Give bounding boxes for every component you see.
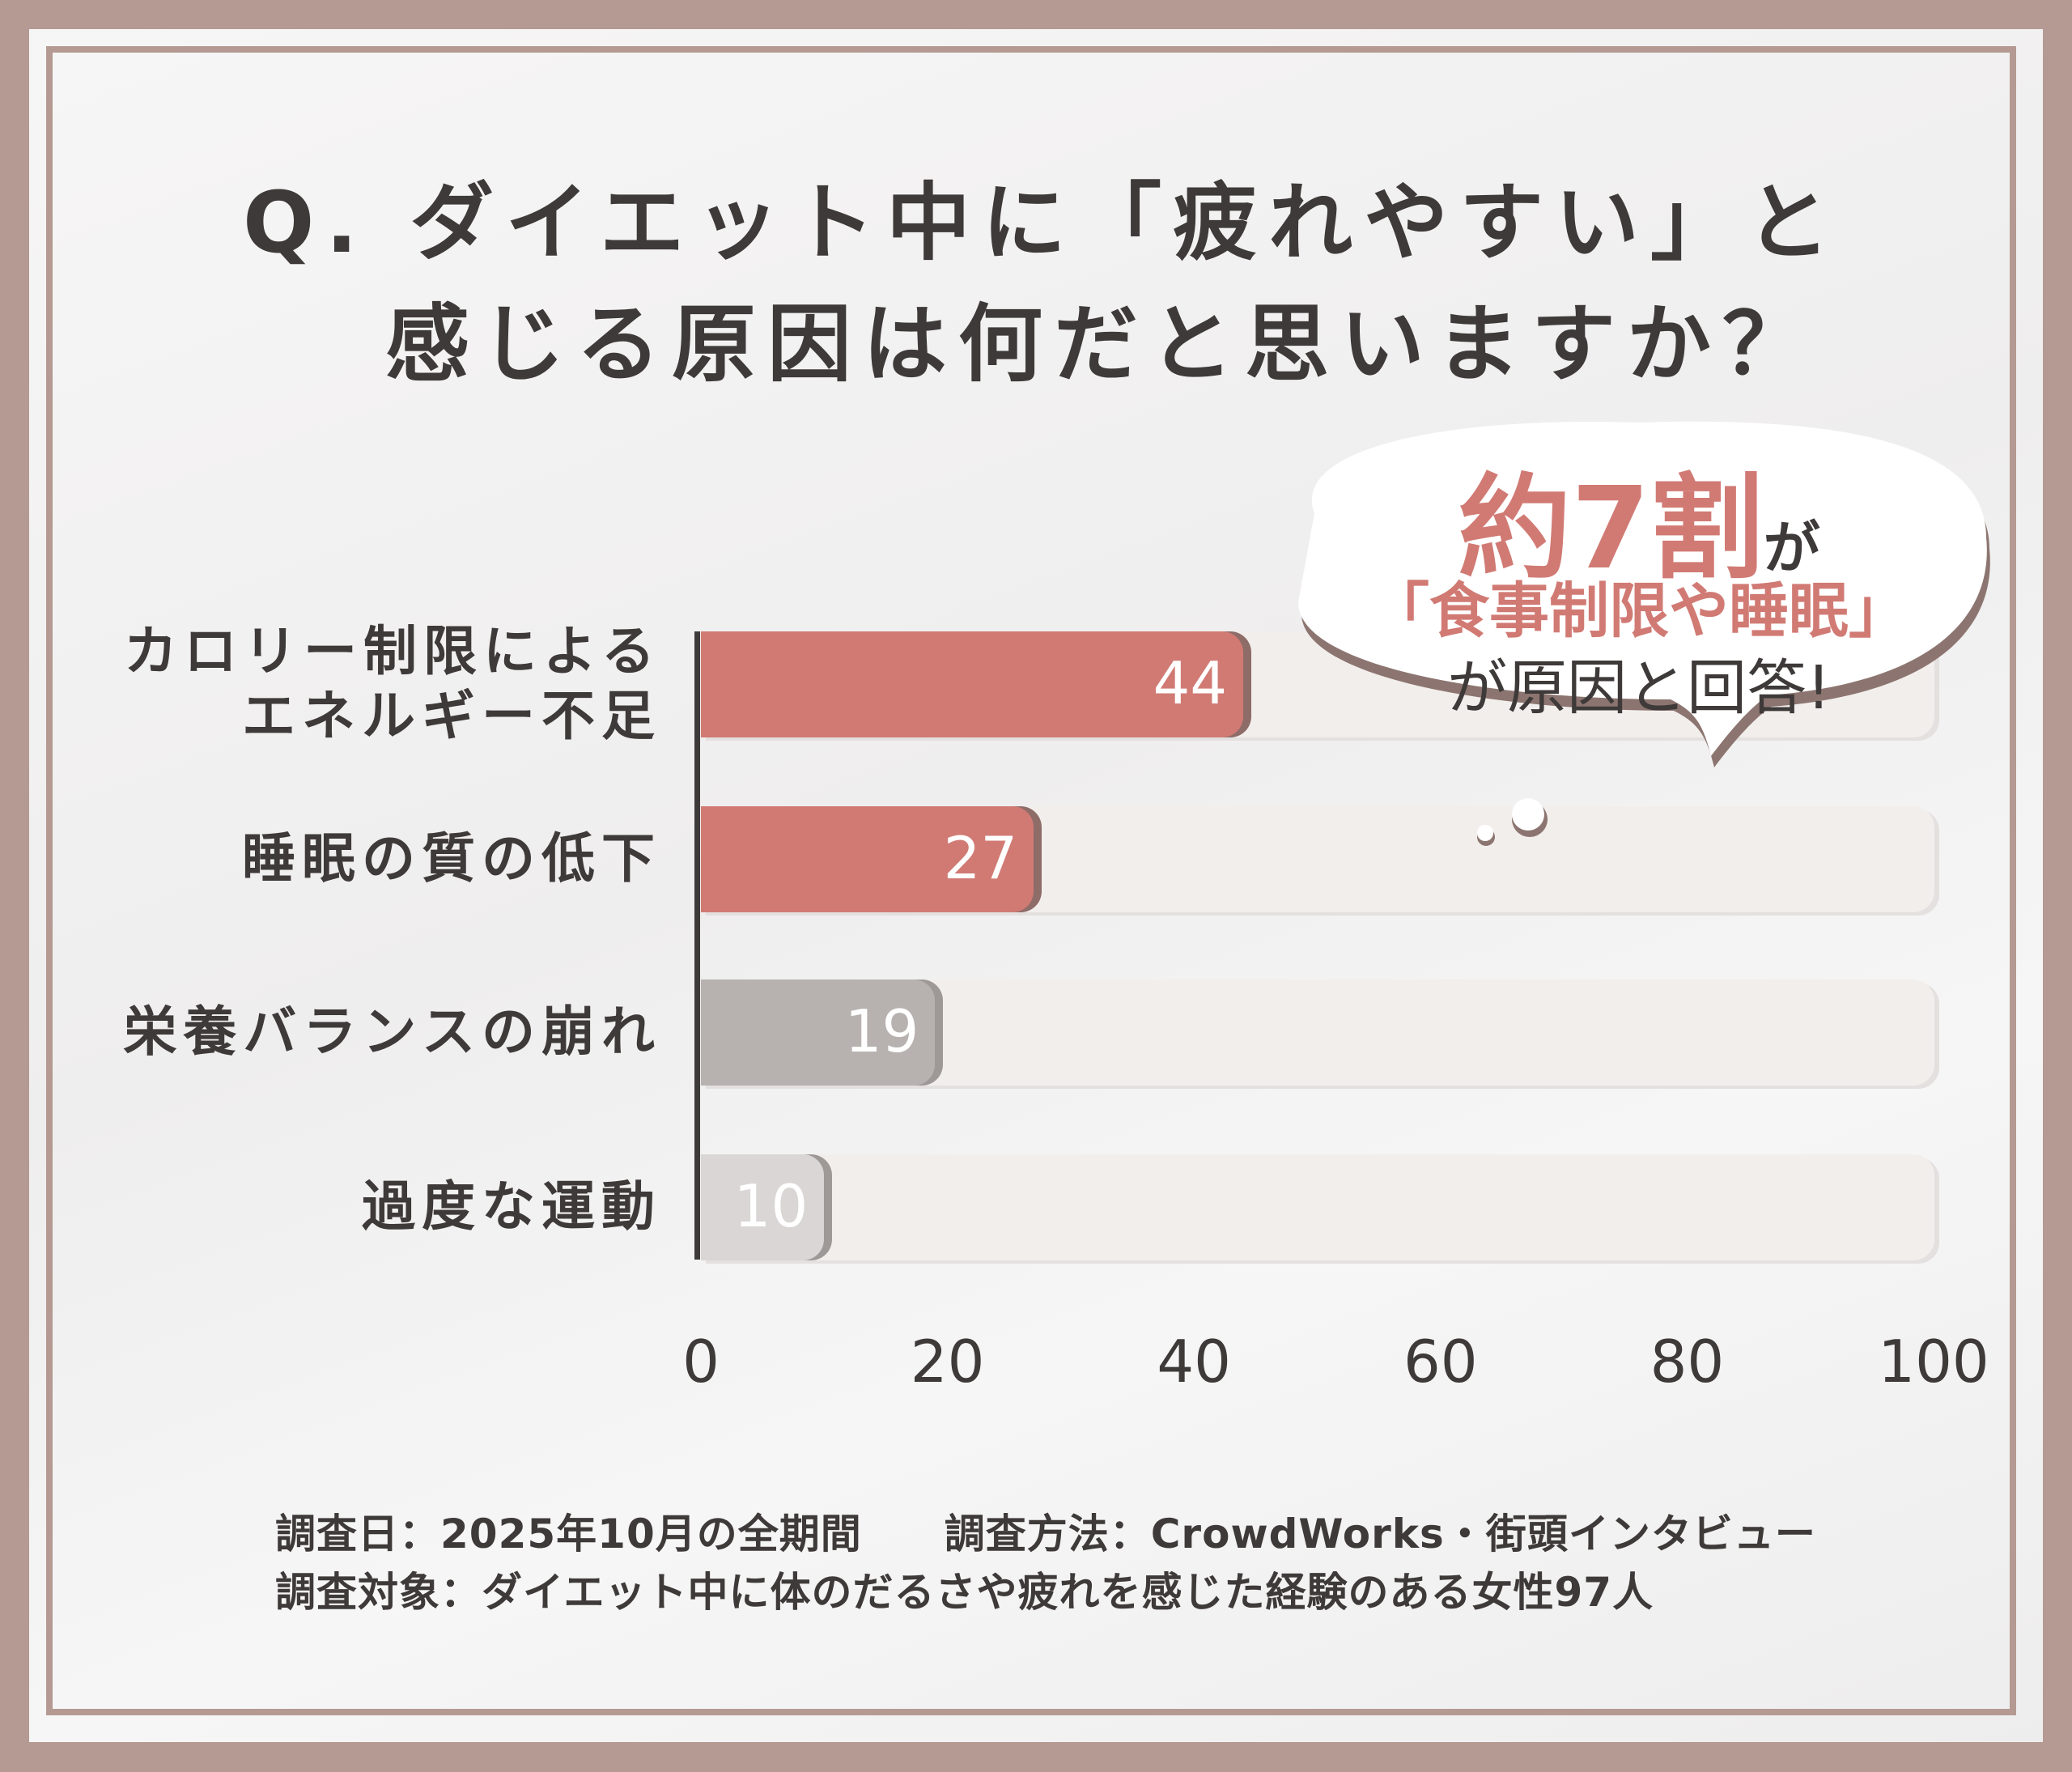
footer-survey-info: 調査日：2025年10月の全期間 調査方法：CrowdWorks・街頭インタビュ…	[275, 1511, 1816, 1557]
footer-survey-target: 調査対象：ダイエット中に体のだるさや疲れを感じた経験のある女性97人	[275, 1569, 1654, 1616]
data-label: 10	[733, 1172, 809, 1240]
x-tick-label: 100	[1878, 1328, 1989, 1396]
category-label: 過度な運動	[362, 1175, 661, 1238]
category-label: カロリー制限による エネルギー不足	[123, 620, 661, 747]
x-tick-label: 80	[1650, 1328, 1725, 1396]
speech-bubble	[1298, 421, 1990, 767]
x-tick-label: 60	[1403, 1328, 1478, 1396]
bar-track	[701, 1154, 1934, 1260]
bar	[701, 631, 1244, 737]
callout-line-2: 「食事制限や睡眠」	[1369, 576, 1909, 646]
callout-highlight: 約7割	[1458, 463, 1764, 595]
callout-line-3: が原因と回答!	[1447, 653, 1831, 723]
x-tick-label: 20	[910, 1328, 985, 1396]
data-label: 27	[943, 824, 1018, 892]
title-line-2: 感じる原因は何だと思いますか？	[385, 295, 1819, 393]
x-tick-label: 0	[682, 1328, 720, 1396]
callout-line-1: 約7割が	[1282, 437, 1996, 601]
title-line-1: Q. ダイエット中に「疲れやすい」と	[243, 173, 1842, 272]
inner-frame	[46, 46, 2016, 1715]
bar	[701, 1154, 825, 1260]
data-label: 44	[1153, 649, 1228, 717]
category-label: 睡眠の質の低下	[242, 827, 661, 890]
bubble-dots	[1477, 798, 1548, 846]
data-label: 19	[844, 997, 919, 1065]
category-label: 栄養バランスの崩れ	[123, 1001, 661, 1063]
bar	[701, 979, 936, 1086]
callout-suffix: が	[1763, 515, 1820, 581]
bar	[701, 806, 1034, 912]
x-tick-label: 40	[1157, 1328, 1231, 1396]
y-axis-line	[694, 631, 700, 1260]
